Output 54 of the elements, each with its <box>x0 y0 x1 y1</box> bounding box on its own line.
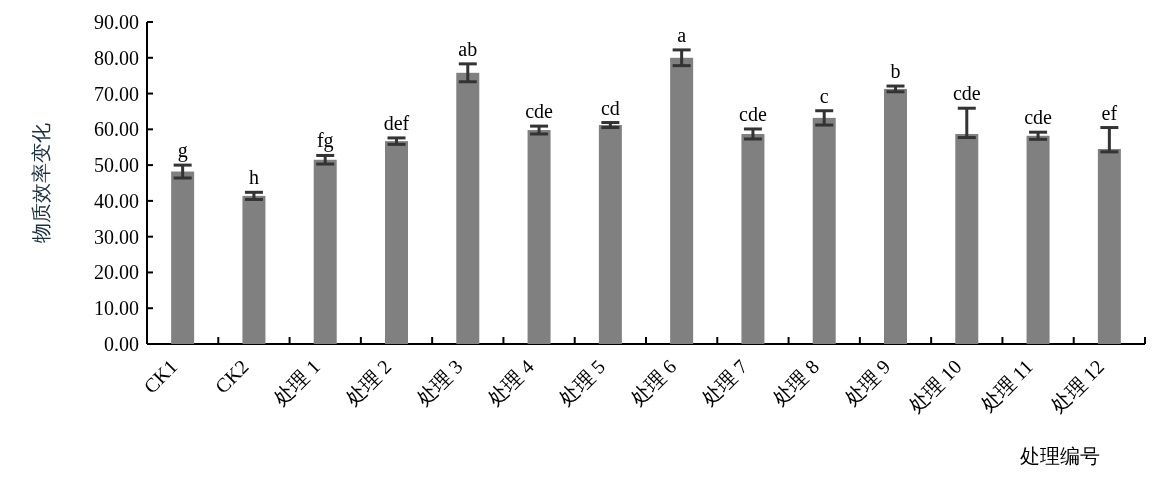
bar <box>313 159 337 344</box>
bar <box>670 57 694 344</box>
y-tick-label: 50.00 <box>94 154 139 177</box>
bar <box>741 133 765 344</box>
annotation: a <box>677 23 687 46</box>
annotation: def <box>383 111 410 134</box>
annotation: fg <box>316 129 334 153</box>
annotation: g <box>177 139 188 163</box>
y-axis-title: 物质效率变化 <box>30 123 52 243</box>
annotation: cde <box>739 102 767 125</box>
y-tick-label: 90.00 <box>94 11 139 33</box>
x-tick-label: 处理 6 <box>626 355 681 410</box>
annotation: h <box>248 166 259 189</box>
bar <box>171 171 195 344</box>
y-tick-label: 30.00 <box>94 225 139 248</box>
bar <box>527 130 551 344</box>
y-tick-label: 10.00 <box>94 297 139 320</box>
x-tick-label: 处理 2 <box>340 355 396 410</box>
x-tick-label: 处理 7 <box>697 355 752 410</box>
x-tick-label: 处理 1 <box>269 355 325 410</box>
x-tick-label: 处理 3 <box>412 355 467 410</box>
y-tick-label: 0.00 <box>104 333 139 355</box>
x-tick-label: 处理 12 <box>1046 355 1109 417</box>
annotation: cde <box>1024 106 1053 129</box>
x-tick-label: CK2 <box>210 355 253 398</box>
x-tick-label: 处理 10 <box>904 355 966 417</box>
x-tick-label: 处理 8 <box>768 355 824 410</box>
annotation: cde <box>525 100 554 123</box>
bar <box>456 72 480 344</box>
bar <box>385 141 408 344</box>
annotation: cde <box>952 82 981 105</box>
bar <box>884 88 907 344</box>
x-tick-label: 处理 4 <box>483 355 538 410</box>
annotation: cd <box>600 96 620 119</box>
x-tick-label: 处理 9 <box>839 355 895 410</box>
bar <box>1026 135 1050 344</box>
bar <box>598 125 622 344</box>
bar <box>955 133 979 344</box>
bar <box>242 195 266 344</box>
x-tick-label: 处理 11 <box>975 355 1037 417</box>
x-tick-label: 处理 5 <box>554 355 610 410</box>
annotation: b <box>890 60 901 83</box>
y-tick-label: 40.00 <box>94 189 139 212</box>
x-tick-label: CK1 <box>139 355 182 398</box>
annotation: c <box>819 84 829 107</box>
annotation: ab <box>458 37 478 60</box>
annotation: ef <box>1101 101 1118 124</box>
x-axis-title: 处理编号 <box>1020 445 1100 467</box>
bar <box>1097 149 1121 344</box>
y-tick-label: 20.00 <box>94 261 139 284</box>
y-tick-label: 80.00 <box>94 46 139 69</box>
bar <box>812 117 836 344</box>
y-tick-label: 60.00 <box>94 118 139 141</box>
y-tick-label: 70.00 <box>94 82 139 105</box>
